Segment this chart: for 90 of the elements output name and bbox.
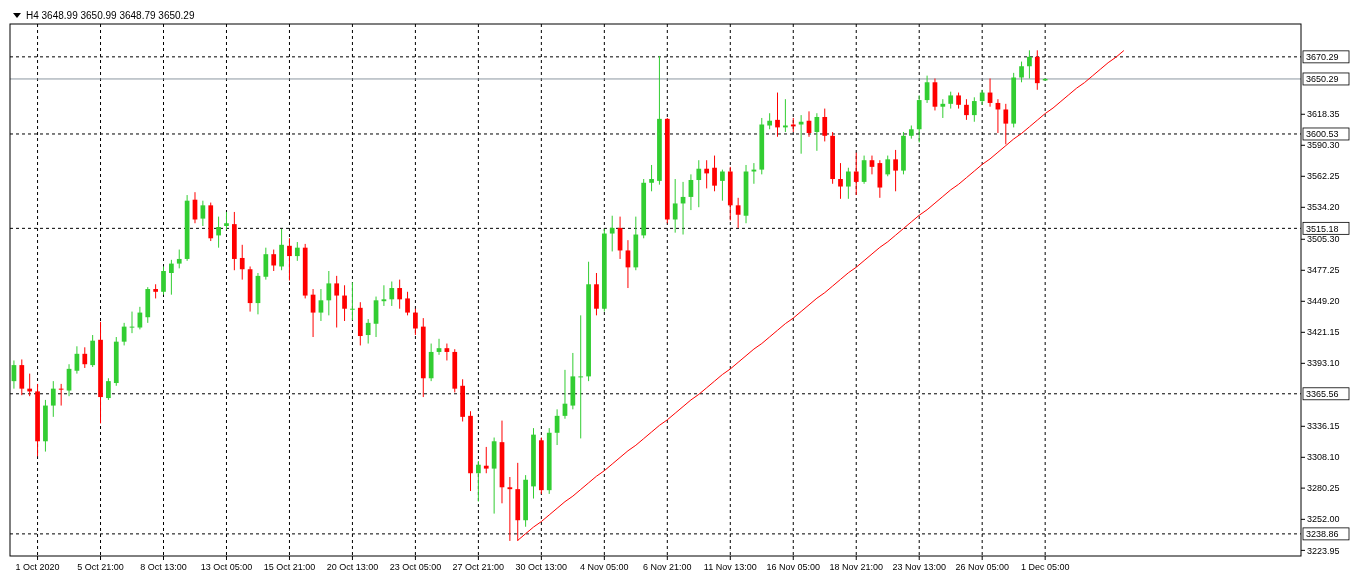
candlestick xyxy=(885,155,891,177)
candlestick xyxy=(50,380,56,418)
x-tick-label: 27 Oct 21:00 xyxy=(452,562,505,572)
candlestick xyxy=(350,281,355,321)
y-tick-label: 3505.30 xyxy=(1307,234,1340,245)
x-tick-label: 13 Oct 05:00 xyxy=(200,562,253,572)
y-tick-label: 3590.30 xyxy=(1307,140,1340,151)
candlestick xyxy=(58,383,64,407)
candlestick xyxy=(365,318,371,345)
x-tick-label: 20 Oct 13:00 xyxy=(326,562,379,572)
x-tick-label: 11 Nov 13:00 xyxy=(703,562,757,572)
candlestick xyxy=(720,169,725,202)
candlestick xyxy=(82,346,88,369)
candlestick xyxy=(239,244,245,281)
x-tick-label: 30 Oct 13:00 xyxy=(515,562,568,572)
candlestick xyxy=(893,149,898,192)
candlestick xyxy=(169,259,174,296)
candlestick xyxy=(294,241,300,262)
candlestick xyxy=(735,197,741,229)
y-tick-label: 3618.35 xyxy=(1307,109,1340,120)
candlestick xyxy=(176,249,182,269)
candlestick xyxy=(704,159,710,189)
ref-line-label: 3650.29 xyxy=(1306,74,1339,85)
x-tick-label: 6 Nov 21:00 xyxy=(643,562,692,572)
candlestick xyxy=(775,92,780,138)
candlestick xyxy=(318,288,324,322)
candlestick xyxy=(1003,103,1009,145)
y-tick-label: 3562.25 xyxy=(1307,171,1340,182)
candlestick xyxy=(853,152,859,196)
candlestick xyxy=(712,155,717,192)
candlestick xyxy=(271,249,277,272)
y-tick-label: 3421.15 xyxy=(1307,327,1340,338)
candlestick xyxy=(696,159,702,208)
x-tick-label: 1 Dec 05:00 xyxy=(1020,562,1070,572)
ref-line-label: 3600.53 xyxy=(1306,129,1339,140)
ref-line-label: 3670.29 xyxy=(1306,52,1339,62)
candlestick xyxy=(334,275,340,329)
candlestick xyxy=(121,322,127,346)
candlestick xyxy=(216,216,221,249)
candlestick xyxy=(106,377,111,401)
candlestick xyxy=(964,98,969,121)
candlestick xyxy=(476,460,481,502)
x-tick-label: 26 Nov 05:00 xyxy=(955,562,1009,572)
x-tick-label: 23 Oct 05:00 xyxy=(389,562,442,572)
ref-line-label: 3515.18 xyxy=(1306,223,1339,234)
candlestick xyxy=(822,108,828,142)
candlestick xyxy=(609,215,615,252)
x-tick-label: 23 Nov 13:00 xyxy=(892,562,946,572)
candlestick xyxy=(326,270,332,316)
x-tick-label: 15 Oct 21:00 xyxy=(263,562,316,572)
chart-title: H4 3648.99 3650.99 3648.79 3650.29 xyxy=(26,10,195,21)
candlestick xyxy=(940,98,946,119)
candlestick xyxy=(287,237,292,282)
x-tick-label: 1 Oct 2020 xyxy=(15,562,60,572)
ref-line-label: 3238.86 xyxy=(1306,529,1339,540)
y-tick-label: 3252.00 xyxy=(1307,514,1340,525)
y-tick-label: 3223.95 xyxy=(1307,545,1340,556)
y-tick-label: 3336.15 xyxy=(1307,421,1340,432)
candlestick xyxy=(1019,61,1024,83)
candlestick xyxy=(19,358,25,396)
candlestick xyxy=(578,314,584,439)
x-tick-label: 8 Oct 13:00 xyxy=(140,562,187,572)
y-tick-label: 3534.20 xyxy=(1307,202,1340,213)
candlestick xyxy=(413,308,418,336)
candlestick xyxy=(405,291,410,316)
candlestick xyxy=(846,167,851,200)
y-tick-label: 3280.25 xyxy=(1307,483,1340,494)
candlestick xyxy=(838,162,843,200)
candlestick xyxy=(869,155,875,175)
y-tick-label: 3308.10 xyxy=(1307,452,1340,463)
x-tick-label: 16 Nov 05:00 xyxy=(766,562,821,572)
y-tick-label: 3477.25 xyxy=(1307,265,1340,276)
candlestick xyxy=(672,178,678,234)
candlestick xyxy=(161,265,166,296)
candlestick xyxy=(971,96,977,123)
candlestick xyxy=(483,446,489,474)
x-tick-label: 4 Nov 05:00 xyxy=(580,562,629,572)
candlestick xyxy=(397,279,403,310)
candlestick xyxy=(798,114,804,155)
candlestick xyxy=(263,247,269,281)
candlestick xyxy=(649,164,654,192)
candlestick xyxy=(1027,49,1032,80)
candlestick xyxy=(389,281,395,307)
y-tick-label: 3393.10 xyxy=(1307,358,1340,369)
candlestick xyxy=(279,228,284,271)
x-tick-label: 18 Nov 21:00 xyxy=(829,562,884,572)
y-tick-label: 3449.20 xyxy=(1307,296,1340,307)
ref-line-label: 3365.56 xyxy=(1306,388,1339,399)
candlestick xyxy=(342,284,347,322)
x-tick-label: 5 Oct 21:00 xyxy=(77,562,124,572)
